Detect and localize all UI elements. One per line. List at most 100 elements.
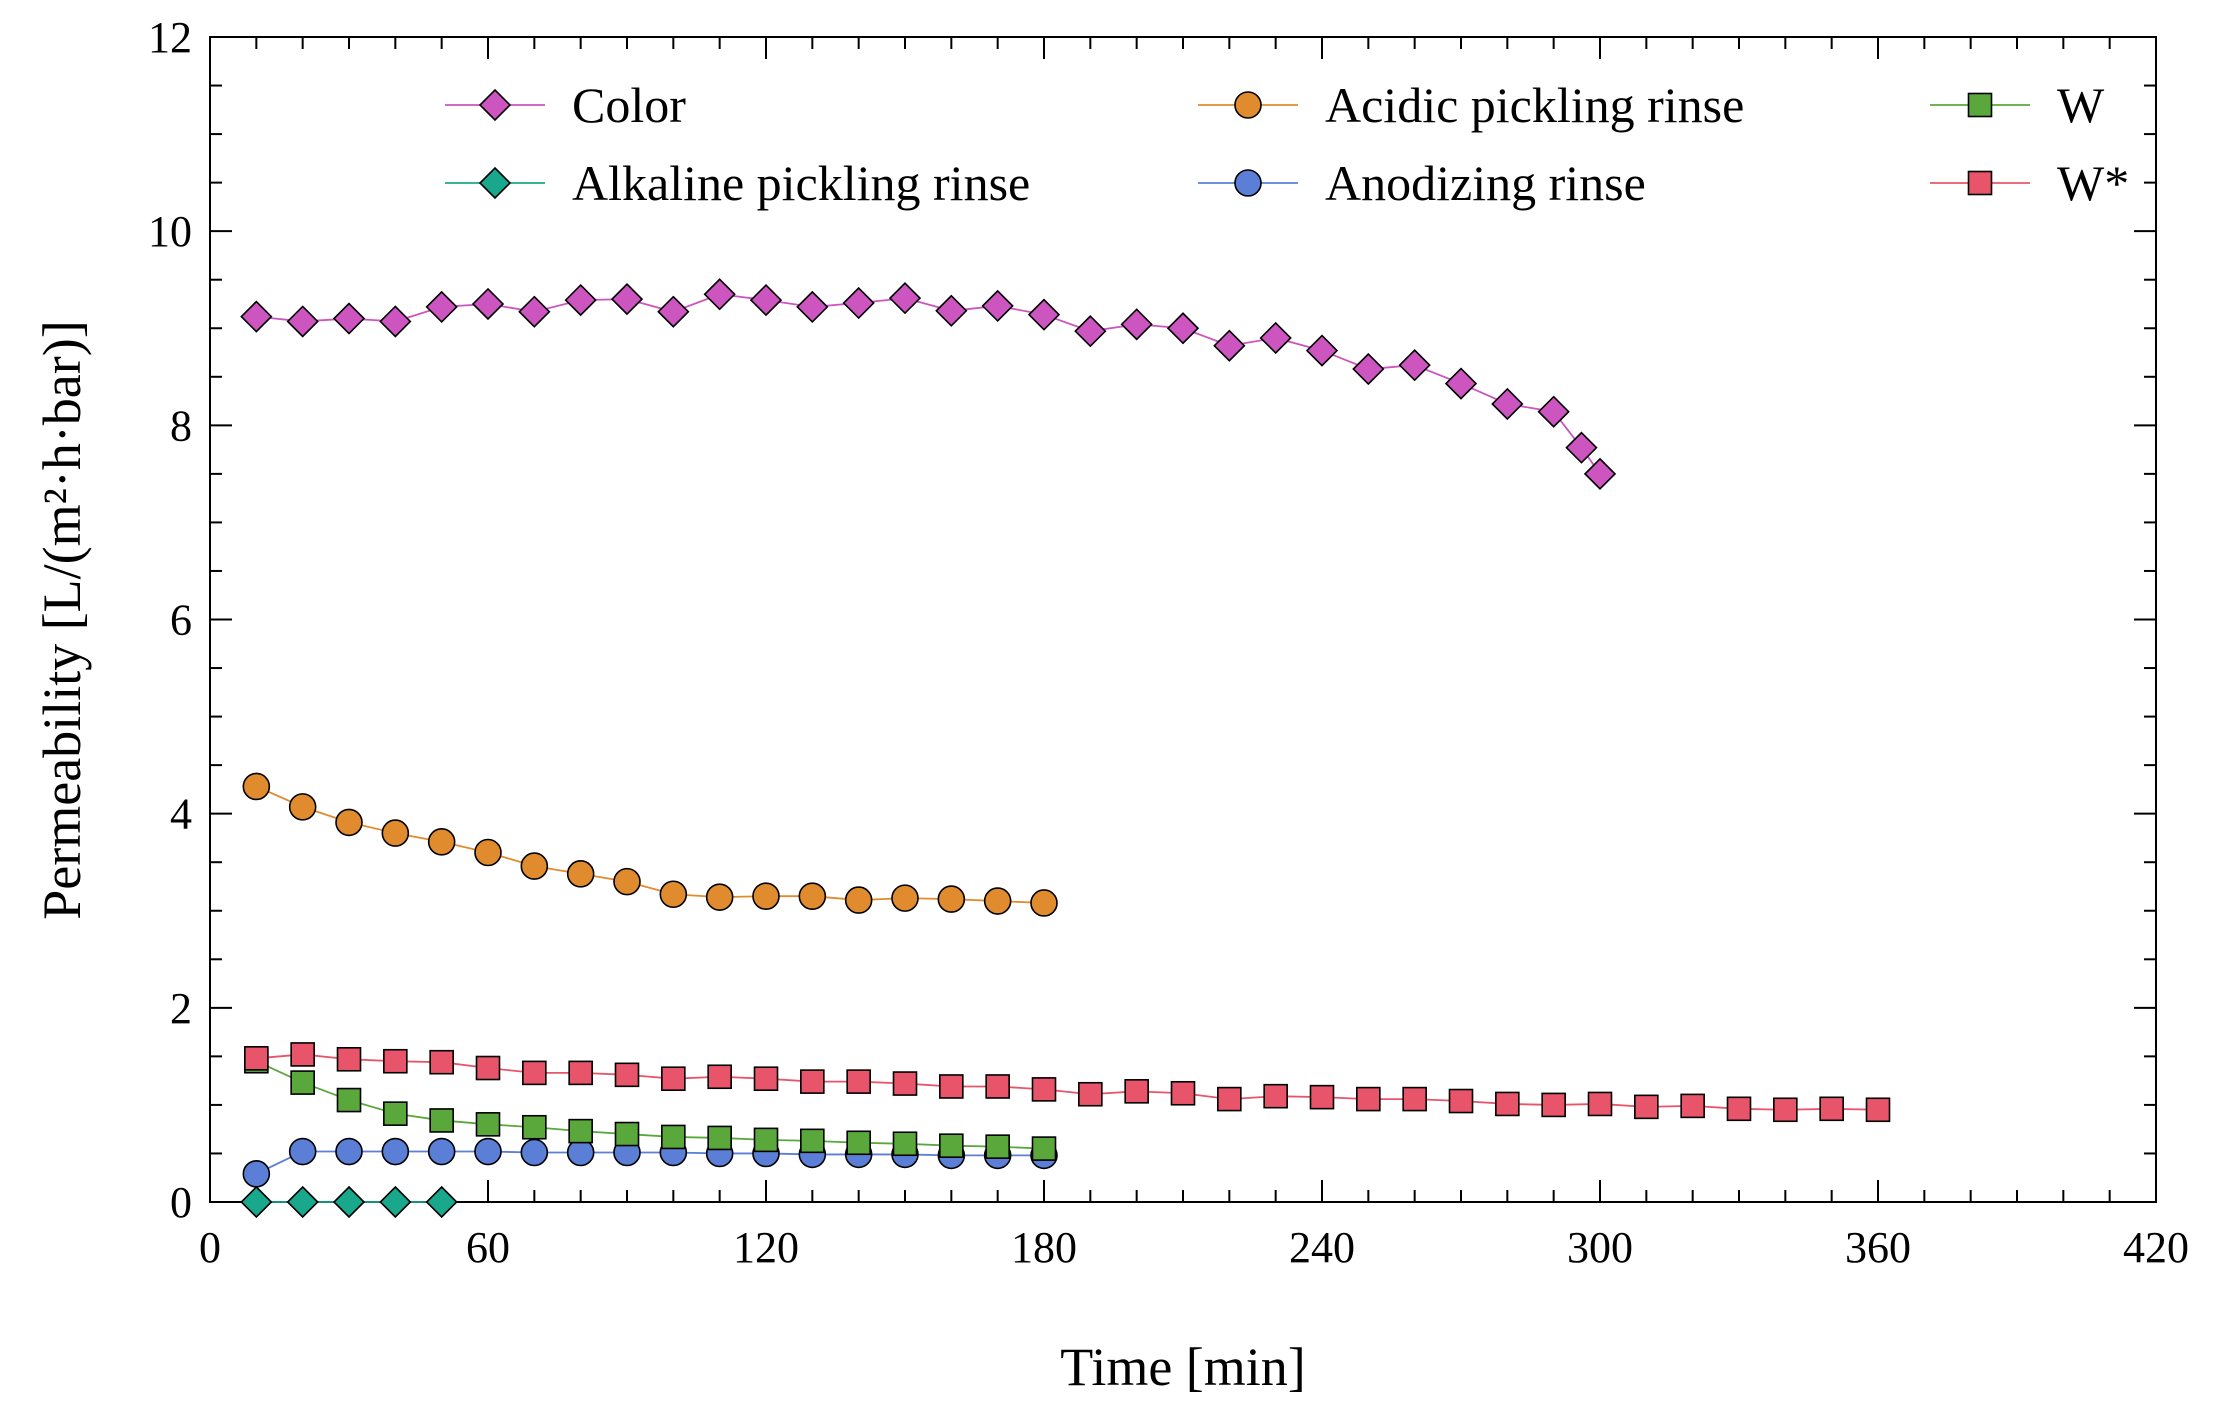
y-tick-label: 6 [170,596,192,645]
data-point [800,1069,825,1094]
data-point [844,886,873,914]
legend-item: Alkaline pickling rinse [445,155,1030,211]
data-point [335,1137,363,1166]
data-point [336,1087,362,1113]
legend-label: W* [2057,155,2129,211]
data-point [1402,1086,1427,1112]
data-point [474,838,502,867]
data-point [332,302,366,335]
x-tick-label: 0 [199,1223,221,1272]
data-point [286,1185,319,1219]
series-line [255,1060,1045,1150]
data-point [752,882,780,910]
data-point [935,294,968,327]
data-point [520,852,549,880]
data-point [1027,298,1061,331]
data-point [427,1137,456,1166]
data-point [846,1130,871,1156]
data-point [383,1101,408,1126]
data-point [891,884,919,912]
legend-marker [478,166,512,200]
legend-label: Color [572,77,686,133]
data-point [379,1185,412,1219]
data-point [661,1066,686,1092]
legend: Color Acidic pickling rinse W Alkaline pick… [445,77,2129,211]
data-point [1352,352,1385,386]
plot-frame [209,36,2157,1203]
data-point [842,286,875,320]
data-point [892,1071,918,1096]
data-point [1541,1092,1566,1118]
data-point [1031,1077,1057,1102]
data-point [983,887,1012,915]
data-point [1583,457,1617,491]
legend-label: W [2057,77,2105,133]
data-point [290,1070,315,1095]
y-tick-label: 0 [170,1178,192,1227]
series-layer [240,278,1891,1219]
data-point [290,1042,315,1067]
data-point [659,880,688,909]
legend-marker [1967,170,1993,196]
x-tick-label: 60 [466,1223,510,1272]
data-point [892,1131,918,1157]
legend-item: W* [1930,155,2129,211]
series-w [244,1048,1057,1161]
data-point [1819,1096,1844,1122]
legend-item: Acidic pickling rinse [1198,77,1744,133]
data-point [798,882,827,910]
x-tick-label: 360 [1845,1223,1911,1272]
x-tick-label: 300 [1567,1223,1633,1272]
data-point [1120,308,1153,341]
data-point [286,305,319,338]
data-point [1865,1097,1891,1123]
data-point [1773,1097,1798,1123]
data-point [1078,1081,1103,1107]
data-point [242,1160,271,1188]
data-point [753,1127,779,1153]
y-tick-label: 10 [148,207,192,256]
data-point [1565,431,1598,464]
y-tick-label: 2 [170,984,192,1033]
series-alkaline-pickling-rinse [240,1185,458,1219]
data-point [471,287,505,321]
data-point [1213,329,1246,362]
data-point [383,1048,408,1074]
data-point [661,1124,686,1150]
data-point [240,300,273,333]
data-point [703,278,736,311]
data-point [939,1074,964,1099]
x-tick-label: 120 [733,1223,799,1272]
data-point [1305,334,1339,367]
data-point [657,295,690,328]
legend-label: Acidic pickling rinse [1325,77,1744,133]
data-point [1726,1096,1752,1122]
x-tick-label: 240 [1289,1223,1355,1272]
x-tick-label: 420 [2123,1223,2189,1272]
data-point [614,1121,640,1147]
data-point [1587,1091,1613,1117]
data-point [800,1128,825,1154]
series-acidic-pickling-rinse [242,772,1058,917]
data-point [1444,367,1478,400]
data-point [985,1074,1010,1099]
data-point [1398,349,1431,382]
data-point [1634,1094,1659,1120]
data-point [332,1185,366,1219]
data-point [1124,1079,1149,1104]
data-point [1680,1093,1705,1119]
data-point [707,1125,732,1151]
data-point [475,1112,501,1137]
data-point [1166,312,1200,345]
legend-marker [1234,91,1262,119]
data-point [429,1108,454,1133]
data-point [566,860,595,888]
data-point [288,1137,317,1166]
data-point [518,295,551,328]
legend-label: Anodizing rinse [1325,155,1646,211]
data-point [613,867,641,896]
data-point [1030,889,1058,917]
data-point [614,1062,640,1088]
data-point [381,819,410,847]
